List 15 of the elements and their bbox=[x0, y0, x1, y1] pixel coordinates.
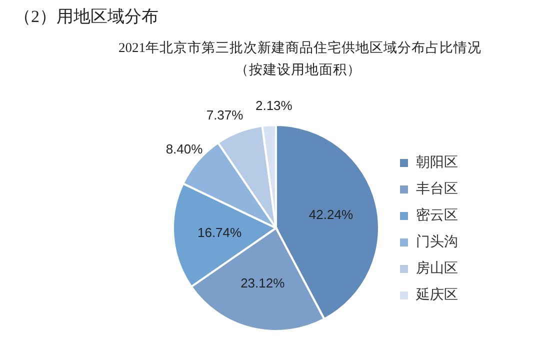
chart-title: 2021年北京市第三批次新建商品住宅供地区域分布占比情况 bbox=[118, 40, 482, 55]
legend-label: 朝阳区 bbox=[416, 154, 458, 170]
legend-label: 延庆区 bbox=[415, 287, 458, 303]
chart-subtitle: （按建设用地面积） bbox=[235, 62, 361, 77]
data-label: 2.13% bbox=[255, 98, 293, 113]
legend-label: 门头沟 bbox=[416, 234, 458, 250]
data-label: 8.40% bbox=[166, 142, 204, 157]
text: （2）用地区域分布 bbox=[14, 7, 158, 26]
data-label: 42.24% bbox=[308, 206, 354, 222]
legend-label: 密云区 bbox=[416, 208, 458, 224]
legend-label: 丰台区 bbox=[416, 181, 458, 197]
data-label: 7.37% bbox=[206, 107, 244, 122]
data-label: 16.74% bbox=[197, 225, 242, 240]
legend-label: 房山区 bbox=[416, 260, 458, 276]
data-label: 23.12% bbox=[240, 276, 286, 291]
